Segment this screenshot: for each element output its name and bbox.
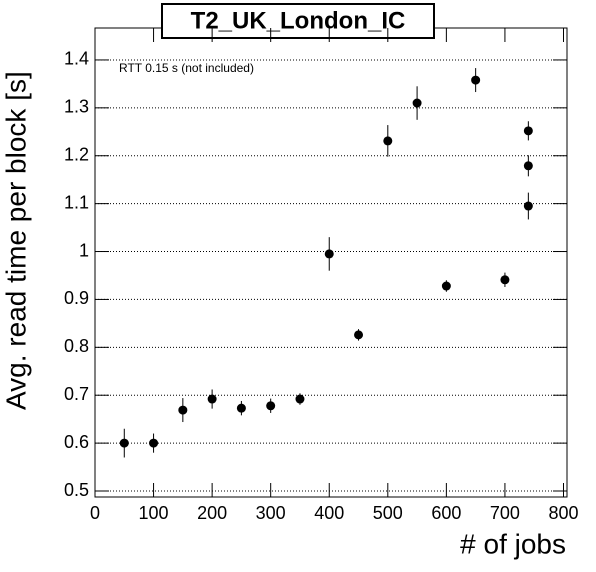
data-point: [500, 275, 510, 285]
title-box: [161, 3, 435, 39]
data-point: [523, 201, 533, 211]
data-point: [383, 136, 393, 146]
x-tick-label: 300: [256, 503, 286, 523]
y-tick-label: 0.9: [64, 288, 89, 308]
x-tick-label: 500: [373, 503, 403, 523]
y-tick-label: 1.4: [64, 49, 89, 69]
x-tick-label: 700: [490, 503, 520, 523]
x-tick-label: 100: [139, 503, 169, 523]
y-tick-label: 1.2: [64, 144, 89, 164]
plot-frame: [94, 27, 568, 498]
data-point: [523, 161, 533, 171]
y-tick-label: 0.7: [64, 384, 89, 404]
data-point: [295, 394, 305, 404]
y-tick-label: 0.6: [64, 432, 89, 452]
data-point: [324, 249, 334, 259]
y-tick-label: 1.3: [64, 97, 89, 117]
y-tick-label: 0.5: [64, 480, 89, 500]
data-point: [149, 438, 159, 448]
annotation: RTT 0.15 s (not included): [119, 61, 254, 75]
x-tick-label: 200: [197, 503, 227, 523]
y-tick-label: 1: [79, 240, 89, 260]
data-point: [178, 405, 188, 415]
data-point: [441, 281, 451, 291]
data-point: [412, 98, 422, 108]
y-tick-label: 0.8: [64, 336, 89, 356]
data-point: [266, 401, 276, 411]
y-axis-label: Avg. read time per block [s]: [0, 71, 31, 410]
data-point: [119, 438, 129, 448]
y-tick-label: 1.1: [64, 192, 89, 212]
x-tick-label: 400: [314, 503, 344, 523]
x-tick-label: 600: [431, 503, 461, 523]
chart-title: T2_UK_London_IC: [191, 7, 406, 34]
data-point: [236, 403, 246, 413]
x-tick-label: 0: [90, 503, 100, 523]
data-point: [207, 394, 217, 404]
data-point: [471, 75, 481, 85]
data-point: [523, 126, 533, 136]
x-tick-label: 800: [548, 503, 578, 523]
data-point: [354, 330, 364, 340]
x-axis-label: # of jobs: [460, 528, 566, 559]
